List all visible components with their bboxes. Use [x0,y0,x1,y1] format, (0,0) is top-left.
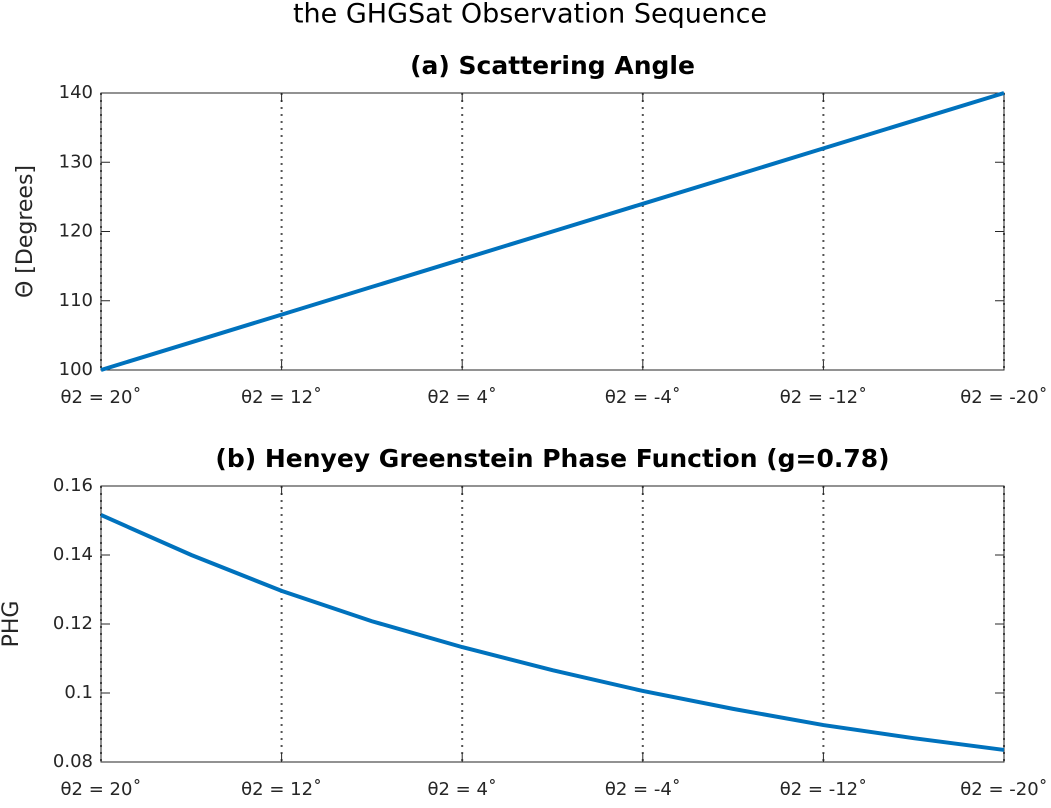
x-tick-label: θ2 = 12˚ [241,387,322,408]
figure-title: the GHGSat Observation Sequence [293,0,767,30]
data-line [100,513,1005,752]
x-tick-label: θ2 = -12˚ [780,387,867,408]
plot-title: (a) Scattering Angle [410,51,695,80]
x-tick-label: θ2 = -4˚ [605,387,681,408]
y-axis-label: Θ [Degrees] [13,165,38,298]
y-tick-label: 0.08 [53,751,93,772]
x-tick-label: θ2 = -20˚ [960,779,1047,800]
axes-box [100,485,1005,763]
x-tick-label: θ2 = 20˚ [61,779,142,800]
plot-area [101,486,1004,762]
plot-title: (b) Henyey Greenstein Phase Function (g=… [215,444,889,473]
y-tick-label: 0.14 [53,544,93,565]
x-tick-label: θ2 = 12˚ [241,779,322,800]
x-tick-label: θ2 = 4˚ [427,779,496,800]
y-tick-label: 110 [59,290,93,311]
y-tick-label: 0.16 [53,475,93,496]
data-line [100,91,1005,372]
x-tick-label: θ2 = -20˚ [960,387,1047,408]
y-tick-label: 130 [59,151,93,172]
y-tick-label: 140 [59,82,93,103]
x-tick-label: θ2 = 4˚ [427,387,496,408]
x-tick-label: θ2 = -12˚ [780,779,867,800]
x-tick-label: θ2 = 20˚ [61,387,142,408]
y-axis-label: PHG [0,601,24,648]
x-tick-label: θ2 = -4˚ [605,779,681,800]
y-tick-label: 0.1 [64,682,93,703]
y-tick-label: 120 [59,221,93,242]
y-tick-label: 100 [59,359,93,380]
axes-box [100,92,1005,371]
y-tick-label: 0.12 [53,613,93,634]
